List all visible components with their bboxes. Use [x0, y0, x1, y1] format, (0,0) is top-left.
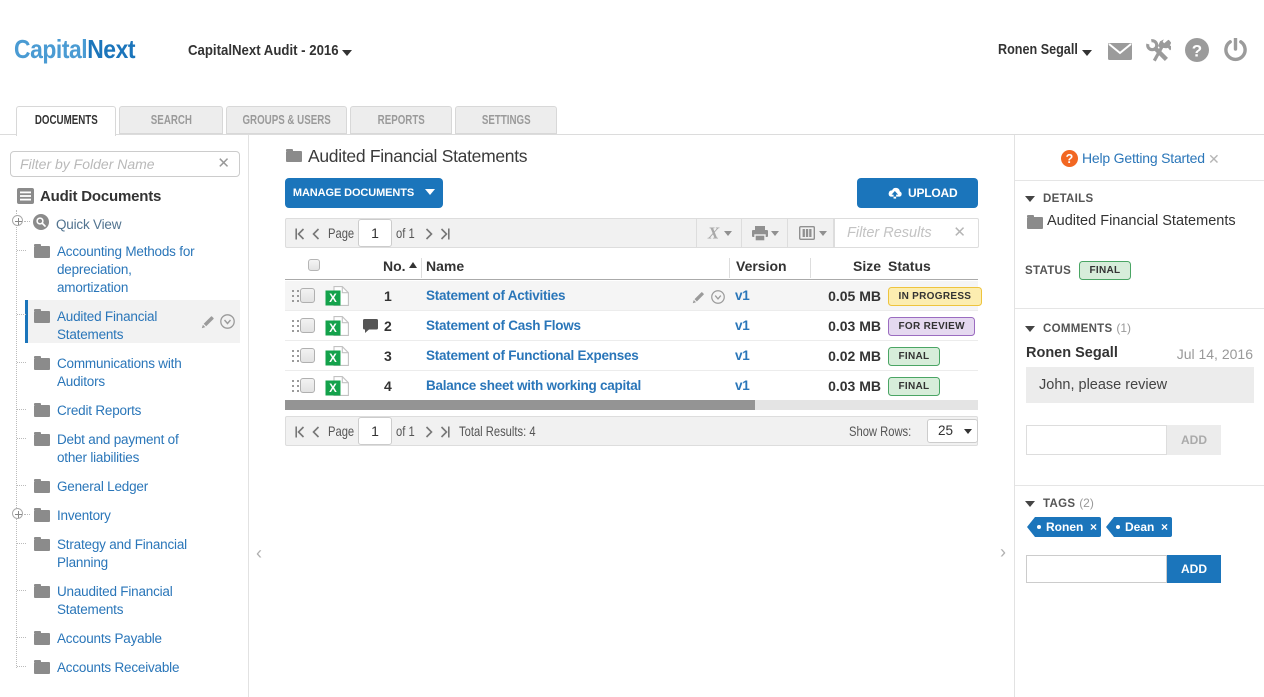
- svg-text:X: X: [707, 224, 720, 241]
- svg-text:?: ?: [1066, 152, 1074, 166]
- svg-text:?: ?: [1192, 42, 1202, 61]
